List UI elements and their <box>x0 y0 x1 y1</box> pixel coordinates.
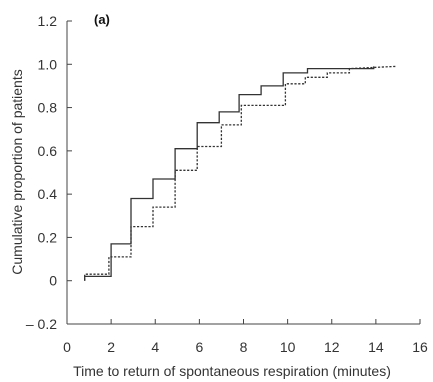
axes: 0 2 4 6 8 10 12 14 16 – 0.2 0 0.2 0.4 0.6 0.8 1.0 1.2 <box>26 13 428 355</box>
panel-label: (a) <box>94 12 110 27</box>
series-layer <box>84 65 396 281</box>
y-tick-label: 0.2 <box>38 229 58 245</box>
series-solid-line <box>84 66 375 281</box>
x-tick-label: 2 <box>107 339 115 355</box>
y-tick-label: 0 <box>49 273 57 289</box>
x-tick-label: 16 <box>412 339 428 355</box>
y-tick-label: 0.4 <box>38 186 58 202</box>
x-axis-title: Time to return of spontaneous respiratio… <box>73 363 391 379</box>
x-tick-label: 4 <box>151 339 159 355</box>
x-tick-label: 10 <box>280 339 296 355</box>
x-tick-label: 0 <box>63 339 71 355</box>
x-tick-label: 14 <box>368 339 384 355</box>
y-tick-label: 0.8 <box>38 100 58 116</box>
y-tick-label: 1.2 <box>38 13 58 29</box>
y-axis-title: Cumulative proportion of patients <box>9 69 25 274</box>
y-tick-label: – 0.2 <box>26 316 57 332</box>
x-tick-label: 8 <box>240 339 248 355</box>
y-tick-label: 1.0 <box>38 56 58 72</box>
labels: (a) Time to return of spontaneous respir… <box>9 12 391 379</box>
series-dotted-line <box>84 65 396 281</box>
x-tick-label: 6 <box>195 339 203 355</box>
y-tick-label: 0.6 <box>38 143 58 159</box>
x-tick-label: 12 <box>324 339 340 355</box>
